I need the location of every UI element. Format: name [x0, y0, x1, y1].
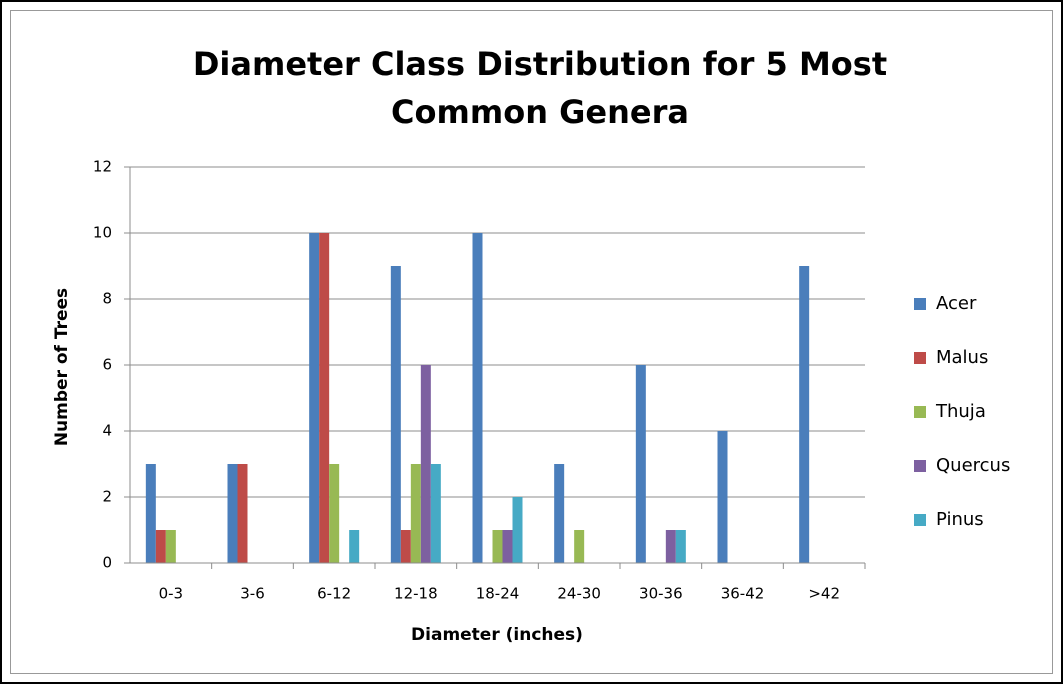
bar [430, 464, 441, 563]
y-tick-label: 4 [102, 422, 112, 440]
bar [155, 530, 166, 563]
bar [390, 266, 401, 563]
x-tick-label: 30-36 [639, 585, 683, 603]
x-tick-label: 24-30 [557, 585, 601, 603]
bar [635, 365, 646, 563]
x-axis-title: Diameter (inches) [411, 625, 583, 645]
bar [799, 266, 810, 563]
x-tick-label: 36-42 [721, 585, 765, 603]
legend-label: Acer [936, 293, 977, 314]
y-tick-label: 8 [102, 290, 112, 308]
x-tick-label: 0-3 [159, 585, 184, 603]
chart-border [10, 10, 1053, 674]
y-tick-label: 10 [93, 224, 112, 242]
bar [554, 464, 565, 563]
legend-swatch [914, 406, 926, 418]
bar [145, 464, 156, 563]
bar [165, 530, 176, 563]
legend-swatch [914, 298, 926, 310]
legend-label: Pinus [936, 509, 984, 530]
legend-label: Thuja [935, 401, 986, 422]
y-tick-label: 6 [102, 356, 112, 374]
bar [400, 530, 411, 563]
x-tick-label: >42 [808, 585, 840, 603]
legend-label: Malus [936, 347, 988, 368]
bar [237, 464, 248, 563]
legend-swatch [914, 460, 926, 472]
bar [574, 530, 585, 563]
legend-swatch [914, 352, 926, 364]
legend-swatch [914, 514, 926, 526]
bar [329, 464, 340, 563]
bar [349, 530, 360, 563]
bar [717, 431, 728, 563]
y-tick-label: 2 [102, 488, 112, 506]
bar [665, 530, 676, 563]
y-tick-label: 0 [102, 554, 112, 572]
bar [492, 530, 503, 563]
chart-title: Diameter Class Distribution for 5 Most C… [192, 45, 888, 131]
bar [512, 497, 523, 563]
bar [319, 233, 330, 563]
x-tick-label: 12-18 [394, 585, 438, 603]
bar [502, 530, 513, 563]
bar [472, 233, 483, 563]
y-tick-label: 12 [93, 158, 112, 176]
x-tick-label: 18-24 [476, 585, 520, 603]
bar [410, 464, 421, 563]
x-tick-label: 6-12 [317, 585, 351, 603]
legend-label: Quercus [936, 455, 1010, 476]
y-axis-title: Number of Trees [52, 288, 72, 446]
bar [227, 464, 238, 563]
bar [420, 365, 431, 563]
bar [309, 233, 320, 563]
x-tick-label: 3-6 [240, 585, 265, 603]
bar [675, 530, 686, 563]
